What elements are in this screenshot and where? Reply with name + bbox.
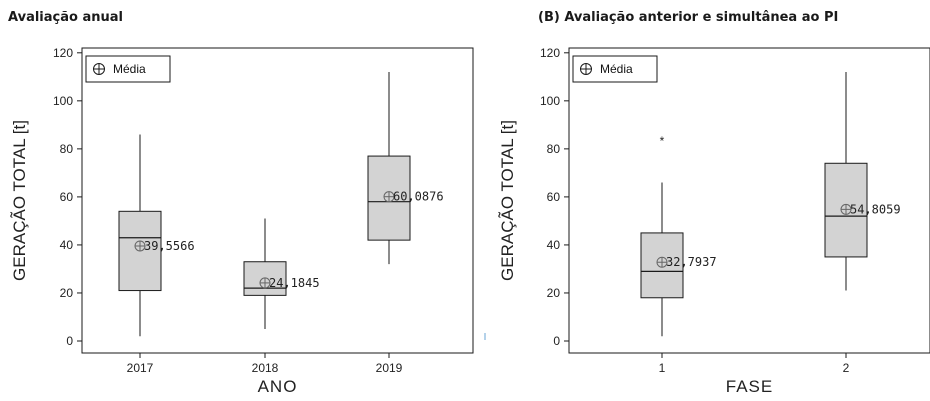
legend-label: Média: [600, 62, 633, 76]
panel-b-title: (B) Avaliação anterior e simultânea ao P…: [538, 10, 839, 25]
y-tick-label: 20: [60, 286, 74, 300]
y-tick-label: 60: [60, 190, 74, 204]
y-tick-label: 120: [540, 46, 560, 60]
x-axis-label: ANO: [258, 377, 298, 396]
y-axis-label: GERAÇÃO TOTAL [t]: [10, 120, 29, 281]
mean-value-label: 24,1845: [269, 276, 320, 290]
y-tick-label: 40: [60, 238, 74, 252]
legend-label: Média: [113, 62, 146, 76]
y-tick-label: 100: [540, 94, 560, 108]
y-tick-label: 80: [547, 142, 561, 156]
y-tick-label: 20: [547, 286, 561, 300]
mean-value-label: 39,5566: [144, 239, 195, 253]
x-axis-label: FASE: [726, 377, 773, 396]
y-tick-label: 0: [553, 334, 560, 348]
y-tick-label: 40: [547, 238, 561, 252]
mean-value-label: 32,7937: [666, 255, 717, 269]
box-iqr: [640, 232, 684, 299]
mean-value-label: 54,8059: [850, 202, 901, 216]
mean-value-label: 60,0876: [393, 190, 444, 204]
panel-a-title: Avaliação anual: [8, 10, 123, 25]
x-tick-label: 2019: [376, 361, 403, 375]
x-tick-label: 2018: [252, 361, 279, 375]
outlier-marker: *: [660, 134, 665, 148]
y-tick-label: 120: [53, 46, 73, 60]
y-tick-label: 0: [66, 334, 73, 348]
x-tick-label: 1: [659, 361, 666, 375]
y-tick-label: 80: [60, 142, 74, 156]
plot-frame: [81, 47, 474, 354]
y-tick-label: 60: [547, 190, 561, 204]
y-tick-label: 100: [53, 94, 73, 108]
x-tick-label: 2017: [127, 361, 154, 375]
box-iqr: [243, 261, 287, 296]
y-axis-label: GERAÇÃO TOTAL [t]: [498, 120, 517, 281]
plot-frame: [568, 47, 930, 354]
x-tick-label: 2: [843, 361, 850, 375]
